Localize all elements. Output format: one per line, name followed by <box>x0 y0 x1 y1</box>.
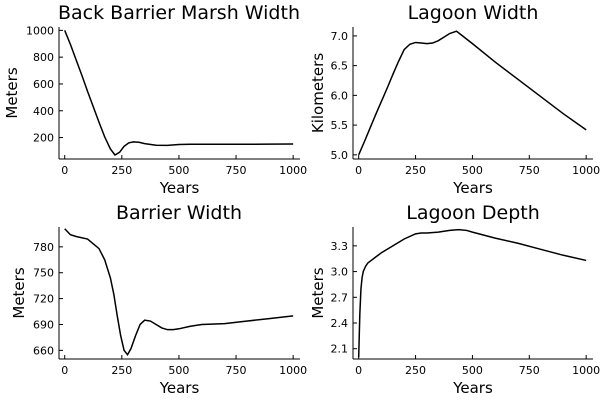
y-tick-label: 200 <box>33 132 54 145</box>
y-axis-label: Meters <box>10 267 28 318</box>
y-tick-label: 600 <box>33 78 54 91</box>
series-line <box>357 228 587 358</box>
x-tick-label: 1000 <box>279 364 307 377</box>
x-tick-label: 0 <box>355 364 362 377</box>
chart-title: Barrier Width <box>116 202 242 224</box>
x-tick-label: 250 <box>111 364 132 377</box>
x-tick-label: 1000 <box>572 364 600 377</box>
x-tick-label: 250 <box>405 364 426 377</box>
y-tick-label: 1000 <box>26 24 54 37</box>
y-tick-label: 2.1 <box>331 343 349 356</box>
series-line <box>358 30 587 156</box>
x-tick-label: 750 <box>226 364 247 377</box>
y-tick-label: 660 <box>33 344 54 357</box>
chart-panel-4: 0 250 500 750 1000 2.1 2.4 2.7 3.0 3.3 Lagoon Dept… <box>309 202 600 397</box>
x-tick-label: 500 <box>168 364 189 377</box>
y-tick-label: 3.0 <box>331 266 349 279</box>
y-tick-label: 690 <box>33 318 54 331</box>
x-axis-label: Years <box>452 379 493 397</box>
chart-panel-2: 0 250 500 750 1000 5.0 5.5 6.0 6.5 7.0 Lagoon Widt… <box>309 2 600 197</box>
x-tick-label: 250 <box>405 164 426 177</box>
x-tick-label: 250 <box>111 164 132 177</box>
x-tick-label: 750 <box>226 164 247 177</box>
series-line <box>64 228 294 357</box>
x-tick-label: 500 <box>462 164 483 177</box>
x-tick-label: 0 <box>61 364 68 377</box>
y-tick-label: 6.0 <box>331 89 349 102</box>
x-axis-label: Years <box>159 179 200 197</box>
y-tick-label: 7.0 <box>331 30 349 43</box>
chart-title: Back Barrier Marsh Width <box>58 2 300 24</box>
chart-panel-3: 0 250 500 750 1000 660 690 720 750 780 Barrier Wid… <box>10 202 307 397</box>
y-tick-label: 720 <box>33 293 54 306</box>
y-tick-label: 3.3 <box>331 240 349 253</box>
chart-panel-1: 0 250 500 750 1000 200 400 600 800 1000 Back Barri… <box>3 2 307 197</box>
y-tick-label: 2.7 <box>331 291 349 304</box>
x-axis-label: Years <box>452 179 493 197</box>
y-tick-label: 780 <box>33 241 54 254</box>
y-tick-label: 5.5 <box>331 119 349 132</box>
chart-title: Lagoon Depth <box>406 202 540 224</box>
x-tick-label: 750 <box>519 364 540 377</box>
x-tick-label: 500 <box>462 364 483 377</box>
y-tick-label: 800 <box>33 51 54 64</box>
y-tick-label: 750 <box>33 267 54 280</box>
x-tick-label: 1000 <box>279 164 307 177</box>
x-tick-label: 1000 <box>572 164 600 177</box>
series-line <box>64 30 294 156</box>
y-tick-label: 2.4 <box>331 317 349 330</box>
x-tick-label: 750 <box>519 164 540 177</box>
y-axis-label: Meters <box>309 267 327 318</box>
x-tick-label: 0 <box>355 164 362 177</box>
x-tick-label: 0 <box>61 164 68 177</box>
y-tick-label: 5.0 <box>331 149 349 162</box>
y-tick-label: 400 <box>33 105 54 118</box>
y-axis-label: Kilometers <box>309 53 327 133</box>
x-tick-label: 500 <box>168 164 189 177</box>
y-tick-label: 6.5 <box>331 60 349 73</box>
x-axis-label: Years <box>159 379 200 397</box>
chart-title: Lagoon Width <box>408 2 539 24</box>
y-axis-label: Meters <box>3 67 21 118</box>
